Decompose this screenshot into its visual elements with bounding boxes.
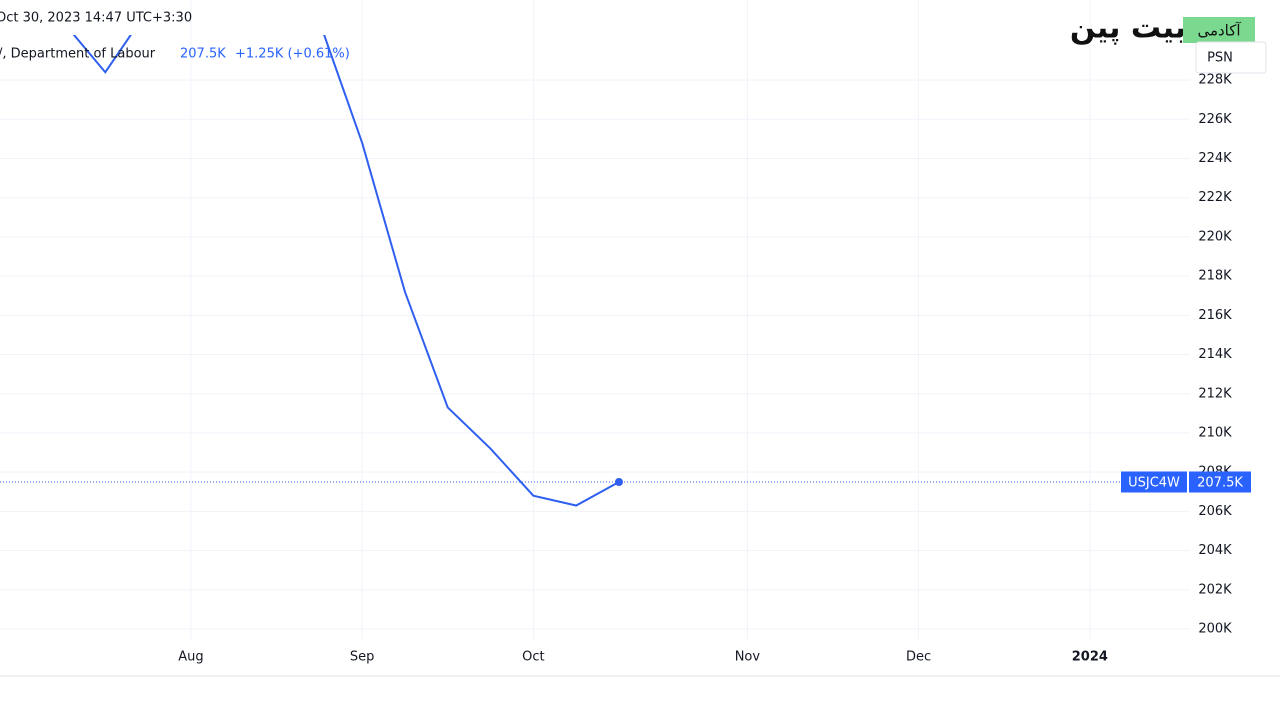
y-tick-label: 220K: [1198, 229, 1232, 244]
line: [72, 35, 620, 507]
legend-change: +1.25K (+0.61%): [235, 47, 350, 62]
source: /, Department of Labour: [0, 47, 156, 62]
logo-tag: آکادمی: [1197, 22, 1241, 40]
y-tick-label: 226K: [1198, 112, 1232, 127]
y-tick-label: 204K: [1198, 543, 1232, 558]
legend-last: 207.5K: [180, 47, 226, 62]
logo-tag-bg: [1183, 17, 1255, 43]
y-tick-label: 228K: [1198, 73, 1232, 88]
x-tick-label: Sep: [350, 650, 375, 665]
y-tick-label: 212K: [1198, 386, 1232, 401]
x-tick-label: 2024: [1072, 650, 1108, 665]
y-tick-label: 210K: [1198, 425, 1232, 440]
symbol-label: USJC4W: [1128, 475, 1180, 490]
x-tick-label: Dec: [906, 650, 931, 665]
logo-brand: بیت پین: [1070, 11, 1186, 46]
x-tick-label: Nov: [735, 650, 761, 665]
psn-button[interactable]: PSN: [1207, 51, 1233, 66]
symbol-badge: [1121, 471, 1187, 493]
y-tick-label: 202K: [1198, 582, 1232, 597]
y-tick-label: 218K: [1198, 269, 1232, 284]
x-tick-label: Oct: [522, 650, 544, 665]
value-badge: [1189, 471, 1251, 493]
value-label: 207.5K: [1197, 475, 1243, 490]
psn-button-bg[interactable]: [1195, 41, 1267, 74]
y-tick-label: 214K: [1198, 347, 1232, 362]
datetime: Oct 30, 2023 14:47 UTC+3:30: [0, 11, 192, 26]
y-tick-label: 200K: [1198, 622, 1232, 637]
y-tick-label: 222K: [1198, 190, 1232, 205]
last-point: [614, 477, 623, 486]
y-tick-label: 206K: [1198, 504, 1232, 519]
y-tick-label: 224K: [1198, 151, 1232, 166]
y-tick-label: 216K: [1198, 308, 1232, 323]
x-tick-label: Aug: [178, 650, 203, 665]
